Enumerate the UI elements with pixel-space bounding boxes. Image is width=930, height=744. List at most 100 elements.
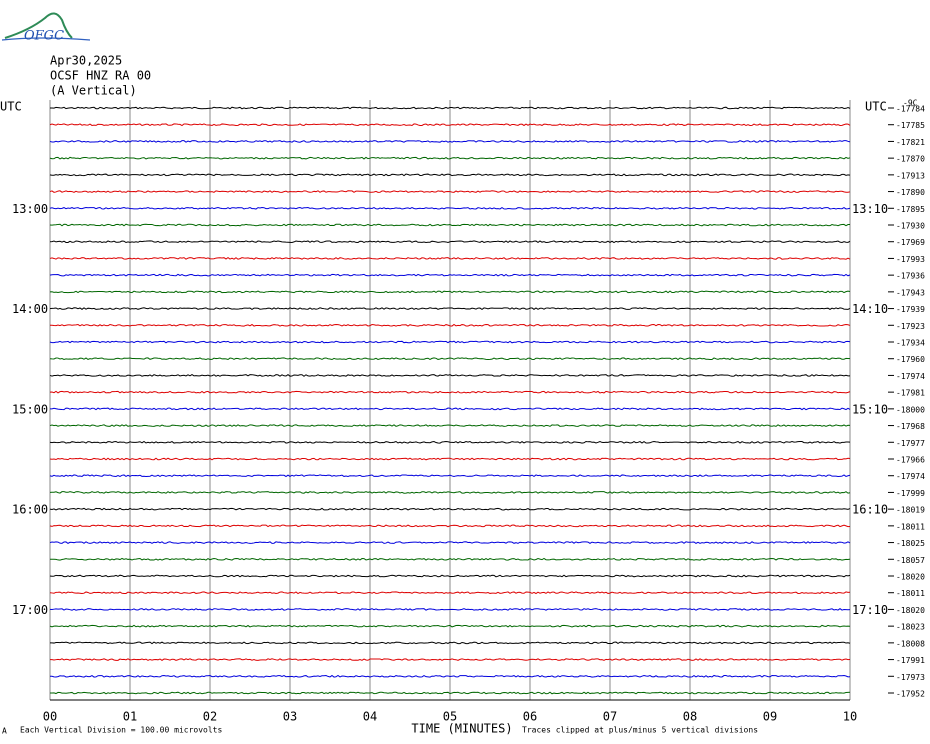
offset-label: -18057 <box>896 556 925 565</box>
offset-label: -17913 <box>896 171 925 180</box>
offset-label: -17785 <box>896 121 925 130</box>
trace <box>49 658 851 661</box>
x-tick-label: 02 <box>203 710 217 724</box>
x-tick-label: 10 <box>843 710 857 724</box>
trace <box>49 257 851 260</box>
trace <box>49 290 851 294</box>
trace <box>49 156 851 160</box>
trace <box>49 190 851 193</box>
right-utc: UTC <box>865 100 887 114</box>
left-hour: 15:00 <box>12 402 48 416</box>
offset-label: -18011 <box>896 589 925 598</box>
trace <box>49 474 851 478</box>
x-tick-label: 00 <box>43 710 57 724</box>
trace <box>49 457 851 461</box>
trace <box>49 691 851 695</box>
offset-label: -18008 <box>896 639 925 648</box>
offset-label: -17821 <box>896 138 925 147</box>
offset-label: -17991 <box>896 656 925 665</box>
right-hour: 13:10 <box>852 202 888 216</box>
footer-scale: Each Vertical Division = 100.00 microvol… <box>20 726 222 735</box>
trace <box>49 641 851 645</box>
x-tick-label: 07 <box>603 710 617 724</box>
trace <box>49 591 851 595</box>
left-hour: 14:00 <box>12 302 48 316</box>
offset-label: -17974 <box>896 472 925 481</box>
offset-label: -17993 <box>896 255 925 264</box>
logo: OFGC <box>1 12 91 44</box>
trace <box>49 206 851 210</box>
x-tick-label: 04 <box>363 710 377 724</box>
left-hour: 13:00 <box>12 202 48 216</box>
trace <box>49 424 851 427</box>
offset-label: -18019 <box>896 506 925 515</box>
x-tick-label: 01 <box>123 710 137 724</box>
offset-label: -17977 <box>896 439 925 448</box>
trace <box>49 407 851 411</box>
offset-label: -17784 <box>896 105 925 114</box>
offset-label: -17895 <box>896 205 925 214</box>
component: (A Vertical) <box>50 84 137 98</box>
x-tick-label: 05 <box>443 710 457 724</box>
offset-label: -18023 <box>896 623 925 632</box>
trace <box>49 307 851 310</box>
trace <box>49 140 851 143</box>
right-hour: 16:10 <box>852 503 888 517</box>
x-tick-label: 03 <box>283 710 297 724</box>
right-hour: 17:10 <box>852 603 888 617</box>
offset-label: -17939 <box>896 305 925 314</box>
right-hour: 14:10 <box>852 302 888 316</box>
offset-label: -17960 <box>896 355 925 364</box>
offset-label: -18020 <box>896 573 925 582</box>
left-utc: UTC <box>0 100 22 114</box>
station: OCSF HNZ RA 00 <box>50 69 151 83</box>
x-tick-label: 08 <box>683 710 697 724</box>
left-hour: 17:00 <box>12 603 48 617</box>
trace <box>49 323 851 327</box>
offset-label: -17936 <box>896 272 925 281</box>
right-hour: 15:10 <box>852 402 888 416</box>
footer-clip: Traces clipped at plus/minus 5 vertical … <box>522 726 758 735</box>
corner-note: -9C <box>903 99 918 108</box>
offset-label: -17999 <box>896 489 925 498</box>
x-axis-label: TIME (MINUTES) <box>411 722 512 736</box>
trace <box>49 390 851 394</box>
logo-text: OFGC <box>24 29 64 44</box>
x-tick-label: 06 <box>523 710 537 724</box>
offset-label: -17981 <box>896 389 925 398</box>
trace <box>49 507 851 511</box>
trace <box>49 541 851 544</box>
trace <box>49 173 851 177</box>
trace <box>49 574 851 578</box>
offset-label: -17870 <box>896 155 925 164</box>
offset-label: -17923 <box>896 322 925 331</box>
date: Apr30,2025 <box>50 54 122 68</box>
offset-label: -17930 <box>896 222 925 231</box>
trace <box>49 273 851 277</box>
trace <box>49 624 851 628</box>
offset-label: -17969 <box>896 238 925 247</box>
offset-label: -17968 <box>896 422 925 431</box>
footer-mark: A <box>2 727 7 736</box>
trace <box>49 106 851 110</box>
trace <box>49 357 851 361</box>
offset-label: -18000 <box>896 405 925 414</box>
trace <box>49 223 851 227</box>
offset-label: -17890 <box>896 188 925 197</box>
offset-label: -17974 <box>896 372 925 381</box>
trace <box>49 524 851 528</box>
trace <box>49 374 851 377</box>
offset-label: -17934 <box>896 339 925 348</box>
trace <box>49 123 851 127</box>
offset-label: -18020 <box>896 606 925 615</box>
trace <box>49 491 851 494</box>
offset-label: -17973 <box>896 673 925 682</box>
trace <box>49 557 851 561</box>
trace <box>49 674 851 678</box>
offset-label: -17943 <box>896 288 925 297</box>
left-hour: 16:00 <box>12 503 48 517</box>
offset-label: -18025 <box>896 539 925 548</box>
offset-label: -18011 <box>896 522 925 531</box>
offset-label: -17966 <box>896 456 925 465</box>
